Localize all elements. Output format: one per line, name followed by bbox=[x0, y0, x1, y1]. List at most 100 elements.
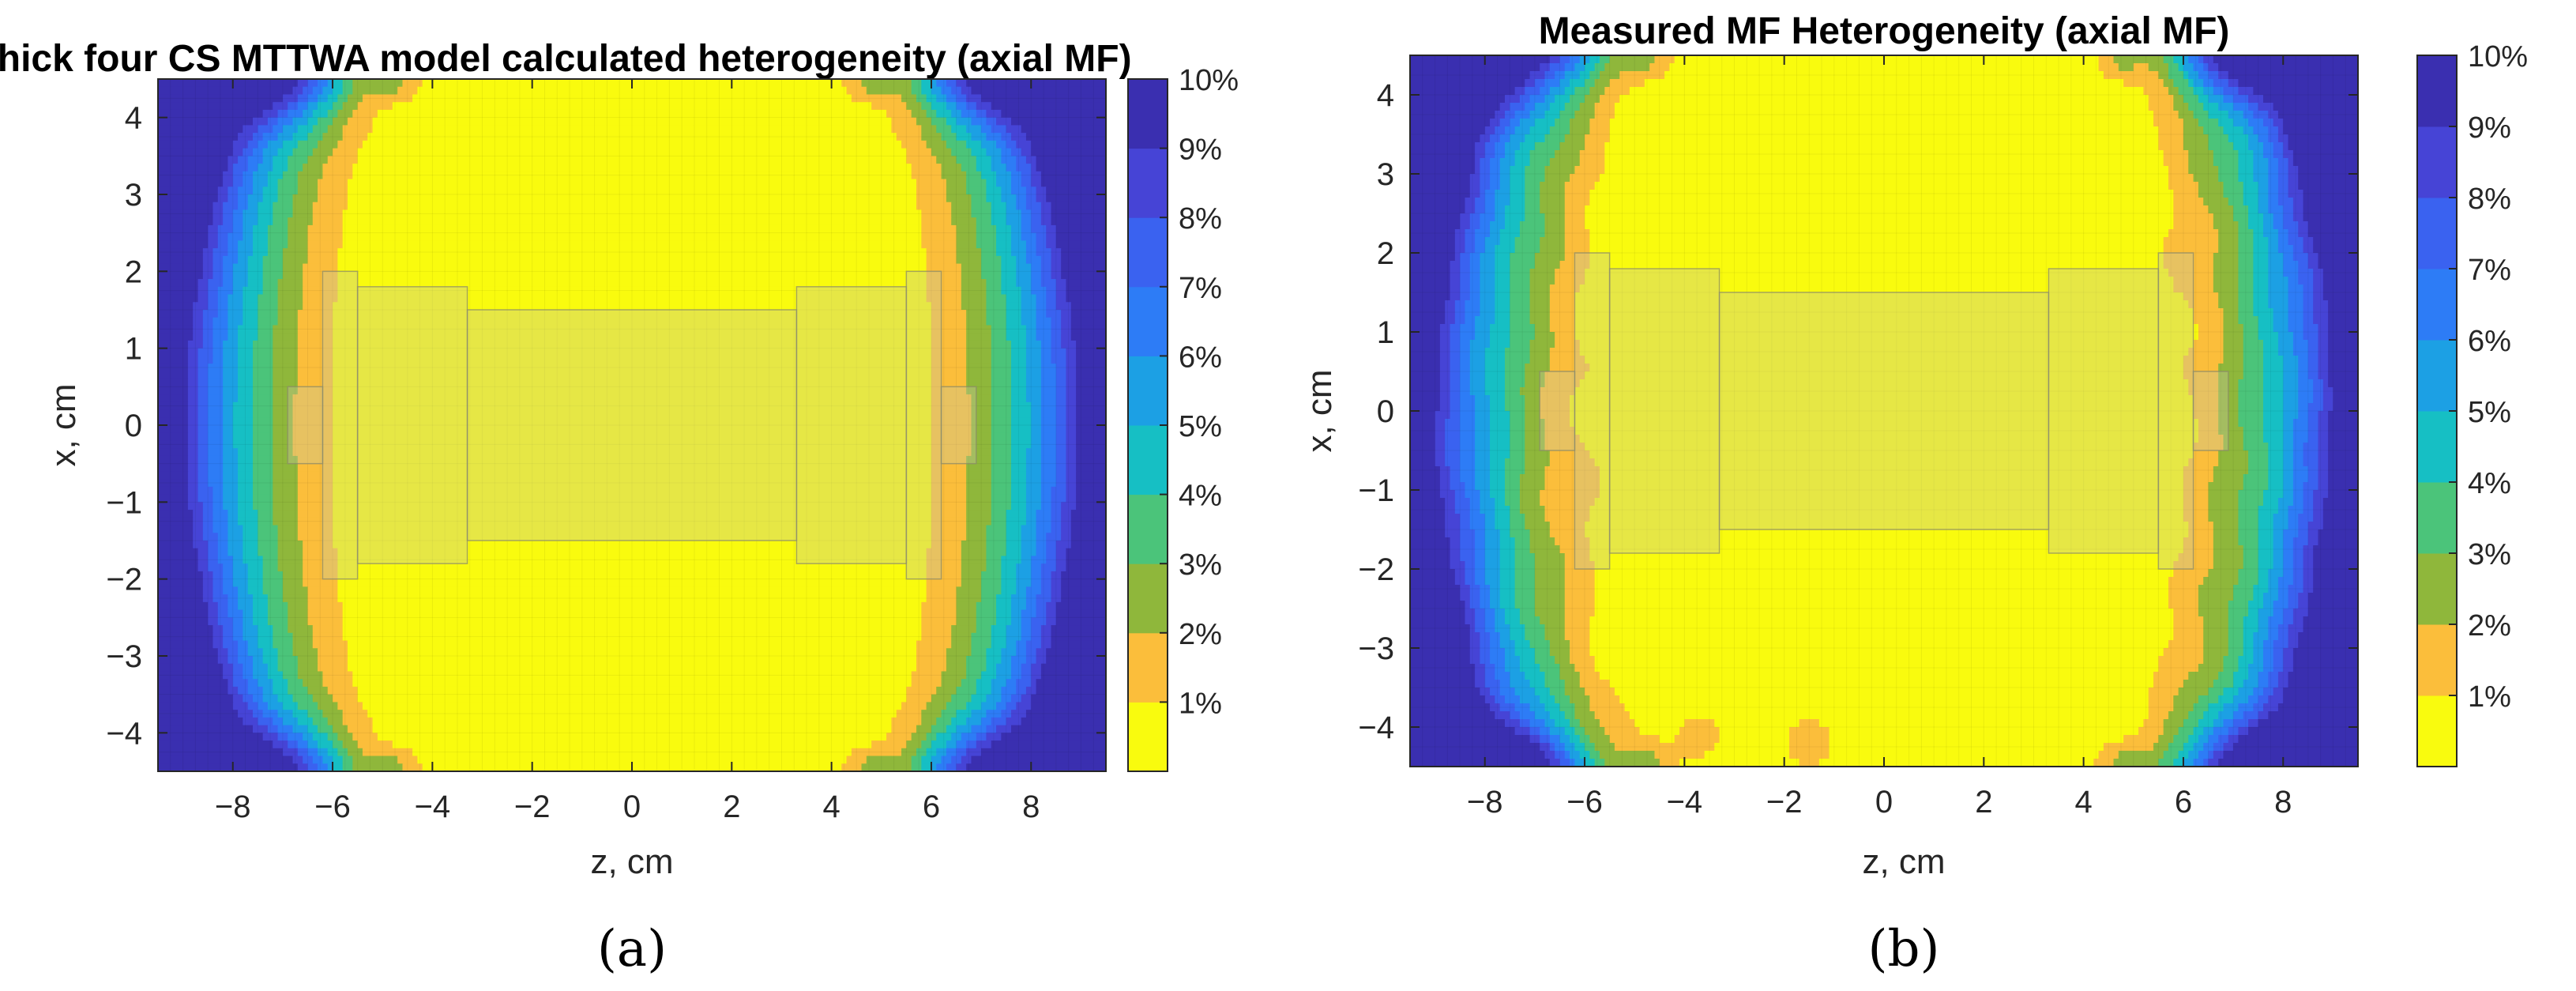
contour-band-cell bbox=[1495, 269, 1510, 277]
contour-band-cell bbox=[1564, 213, 1585, 222]
contour-band-cell bbox=[2223, 751, 2358, 759]
contour-band-cell bbox=[1570, 119, 1590, 127]
contour-band-cell bbox=[193, 510, 204, 518]
contour-band-cell bbox=[986, 194, 1002, 203]
contour-band-cell bbox=[1006, 625, 1022, 634]
contour-band-cell bbox=[956, 248, 982, 257]
contour-band-cell bbox=[1460, 364, 1471, 372]
contour-band-cell bbox=[1031, 401, 1042, 411]
contour-band-cell bbox=[253, 479, 273, 488]
contour-band-cell bbox=[2268, 284, 2289, 293]
contour-band-cell bbox=[258, 217, 273, 226]
contour-band-cell bbox=[2183, 63, 2194, 72]
contour-band-cell bbox=[2258, 514, 2274, 522]
contour-band-cell bbox=[362, 94, 413, 103]
contour-band-cell bbox=[158, 533, 194, 541]
contour-band-cell bbox=[193, 541, 209, 549]
contour-band-cell bbox=[2248, 466, 2269, 475]
contour-band-cell bbox=[966, 94, 982, 103]
contour-band-cell bbox=[2268, 158, 2279, 167]
contour-band-cell bbox=[946, 187, 967, 195]
contour-band-cell bbox=[1410, 221, 1461, 230]
contour-band-cell bbox=[1469, 277, 1481, 285]
contour-band-cell bbox=[202, 586, 214, 595]
contour-band-cell bbox=[1025, 394, 1042, 403]
contour-band-cell bbox=[1040, 578, 1052, 587]
contour-band-cell bbox=[1495, 672, 1510, 680]
contour-band-cell bbox=[2307, 348, 2319, 356]
contour-band-cell bbox=[2298, 356, 2309, 364]
contour-band-cell bbox=[996, 240, 1012, 249]
contour-band-cell bbox=[891, 725, 917, 733]
contour-band-cell bbox=[981, 748, 1106, 757]
contour-band-cell bbox=[2163, 751, 2179, 759]
contour-band-cell bbox=[273, 409, 294, 418]
contour-band-cell bbox=[1040, 255, 1052, 265]
coil-left-tab bbox=[1539, 371, 1576, 451]
contour-band-cell bbox=[1025, 348, 1042, 356]
contour-band-cell bbox=[2238, 537, 2259, 546]
contour-band-cell bbox=[2277, 158, 2289, 167]
contour-band-cell bbox=[2277, 190, 2289, 198]
contour-band-cell bbox=[1585, 743, 1596, 752]
contour-band-cell bbox=[1534, 711, 1551, 720]
contour-band-cell bbox=[1001, 648, 1017, 657]
contour-band-cell bbox=[996, 702, 1007, 710]
contour-band-cell bbox=[342, 232, 922, 241]
contour-band-cell bbox=[348, 202, 917, 211]
contour-band-cell bbox=[158, 686, 229, 695]
contour-band-cell bbox=[926, 109, 937, 119]
contour-band-cell bbox=[931, 394, 972, 403]
contour-band-cell bbox=[2303, 237, 2314, 246]
contour-band-cell bbox=[916, 663, 947, 673]
contour-band-cell bbox=[1410, 79, 1525, 88]
contour-band-cell bbox=[2258, 624, 2269, 633]
contour-band-cell bbox=[208, 548, 219, 557]
contour-band-cell bbox=[1454, 498, 1471, 507]
contour-band-cell bbox=[2318, 419, 2329, 428]
contour-band-cell bbox=[1574, 332, 2199, 341]
contour-band-cell bbox=[961, 571, 982, 580]
contour-band-cell bbox=[1410, 719, 1506, 728]
contour-band-cell bbox=[2238, 419, 2264, 428]
contour-band-cell bbox=[228, 325, 239, 333]
contour-band-cell bbox=[212, 502, 224, 511]
contour-band-cell bbox=[1514, 126, 1531, 135]
contour-band-cell bbox=[2328, 411, 2358, 420]
contour-band-cell bbox=[322, 133, 344, 141]
contour-band-cell bbox=[1051, 632, 1106, 642]
contour-band-cell bbox=[348, 648, 917, 657]
contour-band-cell bbox=[941, 171, 967, 180]
colorbar-tick-label: 3% bbox=[1179, 548, 1222, 582]
contour-band-cell bbox=[1544, 680, 1566, 688]
contour-band-cell bbox=[238, 710, 254, 718]
contour-band-cell bbox=[1564, 569, 1596, 578]
panel-a-coil-overlay bbox=[287, 270, 977, 580]
contour-band-cell bbox=[1040, 364, 1057, 372]
contour-band-cell bbox=[1070, 325, 1106, 333]
contour-band-cell bbox=[333, 401, 932, 411]
contour-band-cell bbox=[2213, 55, 2358, 64]
contour-band-cell bbox=[971, 194, 987, 203]
contour-band-cell bbox=[1559, 735, 1570, 744]
contour-band-cell bbox=[1076, 494, 1106, 503]
contour-band-cell bbox=[2253, 703, 2264, 712]
contour-band-cell bbox=[228, 679, 234, 688]
contour-band-cell bbox=[297, 325, 333, 333]
contour-band-cell bbox=[1475, 332, 1491, 341]
contour-band-cell bbox=[197, 479, 209, 488]
contour-band-cell bbox=[1789, 743, 1830, 752]
contour-band-cell bbox=[2263, 403, 2284, 412]
contour-band-cell bbox=[1540, 616, 1566, 625]
contour-band-cell bbox=[2158, 735, 2174, 744]
contour-band-cell bbox=[1475, 427, 1491, 435]
contour-band-cell bbox=[2218, 229, 2239, 238]
contour-band-cell bbox=[2253, 87, 2358, 96]
contour-band-cell bbox=[1460, 411, 1476, 420]
contour-band-cell bbox=[193, 302, 209, 311]
contour-band-cell bbox=[1025, 502, 1042, 511]
contour-band-cell bbox=[2263, 213, 2274, 222]
contour-band-cell bbox=[277, 733, 288, 741]
contour-band-cell bbox=[1021, 617, 1032, 626]
contour-band-cell bbox=[2203, 632, 2229, 641]
